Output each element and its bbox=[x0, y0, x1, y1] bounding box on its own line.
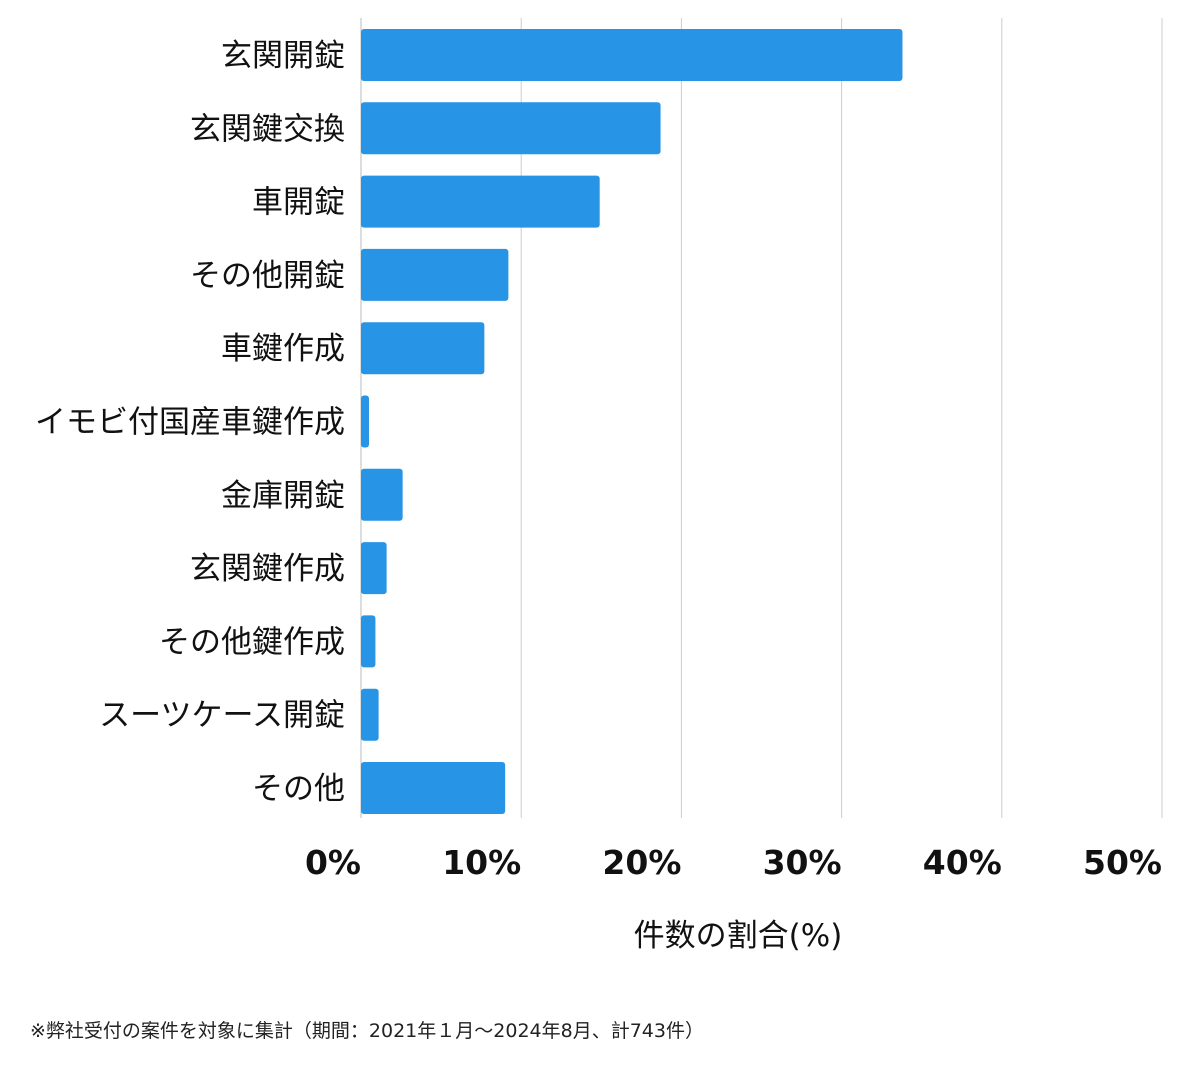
bar bbox=[361, 762, 506, 814]
bar-chart: 玄関開錠玄関鍵交換車開錠その他開錠車鍵作成イモビ付国産車鍵作成金庫開錠玄関鍵作成… bbox=[35, 18, 1163, 954]
category-label: 玄関鍵作成 bbox=[190, 551, 345, 587]
bar bbox=[361, 322, 485, 375]
bar bbox=[361, 468, 403, 521]
bar bbox=[361, 615, 376, 668]
bar bbox=[361, 102, 661, 155]
x-tick-label: 40% bbox=[923, 843, 1002, 882]
bar bbox=[361, 395, 370, 448]
x-tick-label: 20% bbox=[602, 843, 681, 882]
x-tick-label: 10% bbox=[442, 843, 521, 882]
category-label: 玄関鍵交換 bbox=[190, 111, 345, 147]
category-label: その他開錠 bbox=[190, 258, 345, 294]
x-tick-label: 30% bbox=[763, 843, 842, 882]
category-label: その他鍵作成 bbox=[159, 624, 345, 660]
category-label: 玄関開錠 bbox=[221, 38, 345, 74]
category-label: イモビ付国産車鍵作成 bbox=[35, 405, 345, 441]
category-label: スーツケース開錠 bbox=[99, 698, 345, 734]
bar bbox=[361, 175, 600, 228]
category-label: 金庫開錠 bbox=[221, 478, 345, 514]
category-labels: 玄関開錠玄関鍵交換車開錠その他開錠車鍵作成イモビ付国産車鍵作成金庫開錠玄関鍵作成… bbox=[35, 38, 345, 807]
x-tick-label: 0% bbox=[305, 843, 361, 882]
category-label: その他 bbox=[252, 771, 345, 807]
x-axis-title: 件数の割合(%) bbox=[634, 918, 843, 954]
bars bbox=[361, 29, 903, 814]
bar bbox=[361, 29, 903, 81]
x-tick-label: 50% bbox=[1083, 843, 1162, 882]
bar bbox=[361, 248, 509, 301]
x-tick-labels: 0% 10% 20% 30% 40% 50% bbox=[305, 843, 1162, 882]
bar bbox=[361, 542, 387, 595]
category-label: 車開錠 bbox=[252, 185, 345, 221]
category-label: 車鍵作成 bbox=[221, 331, 345, 367]
footnote: ※弊社受付の案件を対象に集計（期間：2021年１月～2024年8月、計743件） bbox=[30, 1020, 704, 1042]
bar bbox=[361, 688, 379, 741]
